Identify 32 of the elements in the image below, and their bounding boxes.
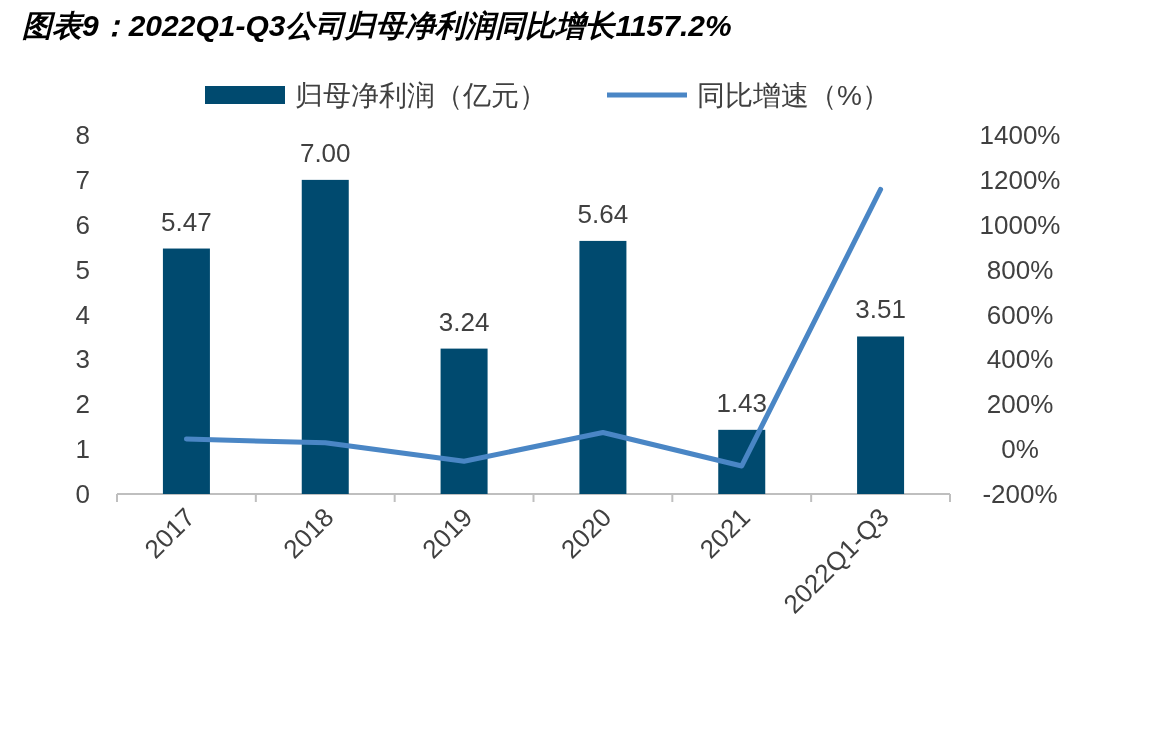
y2-tick-label: 1000% xyxy=(979,209,1061,240)
legend-label: 归母净利润（亿元） xyxy=(295,80,547,111)
bar xyxy=(301,179,349,494)
y2-tick-label: -200% xyxy=(982,479,1058,509)
y-tick-label: 8 xyxy=(75,120,90,150)
data-label: 5.64 xyxy=(577,198,629,229)
y-tick-label: 0 xyxy=(75,479,90,509)
data-label: 1.43 xyxy=(716,387,768,418)
chart-title: 图表9：2022Q1-Q3公司归母净利润同比增长1157.2% xyxy=(22,9,732,42)
y2-tick-label: 800% xyxy=(986,254,1054,285)
y2-tick-label: 400% xyxy=(986,344,1054,375)
y2-tick-label: 600% xyxy=(986,299,1054,330)
bar xyxy=(579,240,627,494)
data-label: 3.51 xyxy=(855,294,906,325)
bar xyxy=(162,248,210,494)
bar xyxy=(440,348,488,494)
bar xyxy=(857,336,905,494)
y2-tick-label: 200% xyxy=(986,389,1054,420)
y-tick-label: 5 xyxy=(75,254,90,285)
data-label: 5.47 xyxy=(161,206,212,237)
data-label: 3.24 xyxy=(438,306,490,337)
y-tick-label: 7 xyxy=(75,164,90,195)
y-tick-label: 1 xyxy=(75,434,90,465)
y2-tick-label: 1200% xyxy=(979,164,1061,195)
data-label: 7.00 xyxy=(299,137,351,168)
y-tick-label: 3 xyxy=(75,344,90,375)
y2-tick-label: 1400% xyxy=(979,120,1061,150)
y-tick-label: 6 xyxy=(75,209,90,240)
legend-label: 同比增速（%） xyxy=(697,80,890,111)
y-tick-label: 2 xyxy=(75,389,90,420)
y-tick-label: 4 xyxy=(75,299,90,330)
y2-tick-label: 0% xyxy=(1001,434,1039,465)
